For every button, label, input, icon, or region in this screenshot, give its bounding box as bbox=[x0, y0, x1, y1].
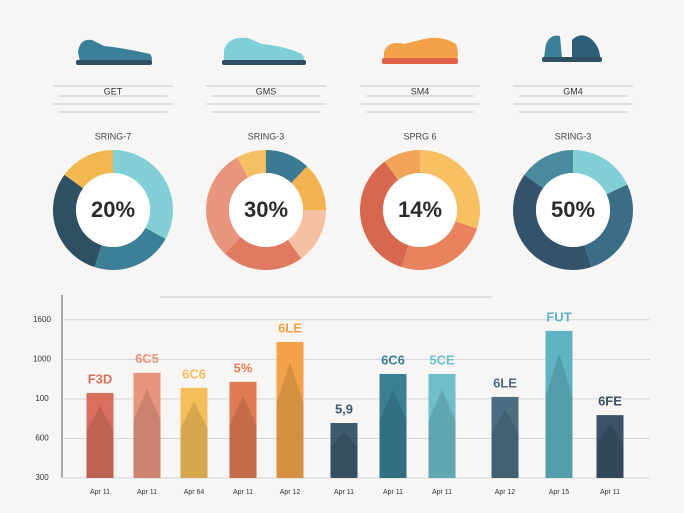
x-tick-label: Apr 12 bbox=[495, 489, 516, 496]
bar-shade bbox=[330, 431, 358, 478]
center-label: 20% bbox=[91, 197, 135, 222]
donut-hole bbox=[383, 173, 457, 247]
x-tick-label: Apr 11 bbox=[90, 489, 110, 496]
bar-shade bbox=[545, 352, 573, 478]
x-tick-label: Apr 64 bbox=[184, 489, 205, 496]
bar bbox=[379, 373, 407, 478]
bar-annotation: 6FE bbox=[598, 394, 622, 409]
bar-annotation: 6C6 bbox=[182, 366, 206, 381]
donut-hole bbox=[229, 173, 303, 247]
shoe-icon bbox=[222, 37, 306, 65]
shoe-icon bbox=[542, 35, 602, 62]
subtitle: SPRG 6 bbox=[403, 131, 436, 141]
x-tick-label: Apr 11 bbox=[233, 489, 253, 496]
y-tick-label: 1600 bbox=[33, 315, 51, 324]
bar bbox=[229, 381, 257, 478]
x-tick-label: Apr 11 bbox=[334, 489, 354, 496]
bar-shade bbox=[379, 389, 407, 478]
center-label: 30% bbox=[244, 197, 288, 222]
donut-segment bbox=[360, 161, 409, 268]
bar-shade bbox=[276, 362, 304, 478]
center-label: 50% bbox=[551, 197, 595, 222]
x-tick-label: Apr 15 bbox=[549, 489, 570, 496]
donut-segment bbox=[401, 221, 478, 270]
bar-shade bbox=[86, 405, 114, 478]
donut-segment bbox=[94, 227, 166, 270]
header: GM4 bbox=[563, 86, 583, 96]
shoe-icon bbox=[76, 39, 152, 65]
bar-annotation: 5,9 bbox=[335, 401, 353, 416]
donut-segment bbox=[573, 150, 628, 195]
bar bbox=[133, 372, 161, 478]
subtitle: SRING-3 bbox=[555, 131, 592, 141]
bar-shade bbox=[229, 396, 257, 478]
x-tick-label: Apr 11 bbox=[137, 489, 157, 496]
header: GET bbox=[104, 86, 123, 96]
bar bbox=[545, 330, 573, 478]
shoe-icon bbox=[382, 37, 458, 64]
donut-segment bbox=[113, 150, 174, 239]
bar-annotation: F3D bbox=[88, 371, 113, 386]
x-tick-label: Apr 11 bbox=[432, 489, 452, 496]
x-tick-label: Apr 12 bbox=[280, 489, 301, 496]
donut-segment bbox=[524, 150, 573, 189]
donut-segment bbox=[287, 210, 326, 259]
donut-segment bbox=[420, 150, 480, 229]
bar bbox=[180, 387, 208, 478]
donut-hole bbox=[76, 173, 150, 247]
bar bbox=[596, 415, 624, 478]
bar-annotation: 5% bbox=[234, 360, 253, 375]
bar bbox=[86, 392, 114, 478]
bar-annotation: FUT bbox=[546, 309, 571, 324]
donut-segment bbox=[237, 150, 266, 178]
donut-segment bbox=[513, 174, 592, 270]
bar-shade bbox=[180, 401, 208, 478]
bar-annotation: 5CE bbox=[429, 352, 455, 367]
bar bbox=[276, 341, 304, 478]
donut-segment bbox=[384, 149, 420, 181]
y-tick-label: 100 bbox=[35, 394, 49, 403]
bar bbox=[428, 373, 456, 478]
bar bbox=[330, 423, 358, 478]
bar-annotation: 6LE bbox=[278, 320, 302, 335]
bar-shade bbox=[596, 424, 624, 478]
y-tick-label: 300 bbox=[35, 473, 49, 482]
y-tick-label: 1000 bbox=[33, 354, 51, 363]
bar-shade bbox=[133, 388, 161, 478]
x-tick-label: Apr 11 bbox=[600, 489, 620, 496]
donut-hole bbox=[536, 173, 610, 247]
donut-segment bbox=[53, 174, 102, 268]
header: SM4 bbox=[411, 86, 430, 96]
center-label: 14% bbox=[398, 197, 442, 222]
donut-segment bbox=[584, 184, 634, 268]
donut-segment bbox=[291, 166, 326, 210]
bar-annotation: 6C5 bbox=[135, 351, 159, 366]
bar-annotation: 6C6 bbox=[381, 352, 405, 367]
y-tick-label: 600 bbox=[35, 434, 49, 443]
bar-shade bbox=[428, 389, 456, 478]
subtitle: SRING-7 bbox=[95, 131, 132, 141]
donut-segment bbox=[266, 150, 308, 184]
donut-segment bbox=[64, 150, 113, 189]
bar-annotation: 6LE bbox=[493, 375, 517, 390]
header: GMS bbox=[256, 86, 277, 96]
subtitle: SRING-3 bbox=[248, 131, 285, 141]
bar-shade bbox=[491, 409, 519, 478]
bar bbox=[491, 396, 519, 478]
donut-segment bbox=[205, 157, 249, 254]
x-tick-label: Apr 11 bbox=[383, 489, 403, 496]
donut-segment bbox=[224, 236, 302, 271]
